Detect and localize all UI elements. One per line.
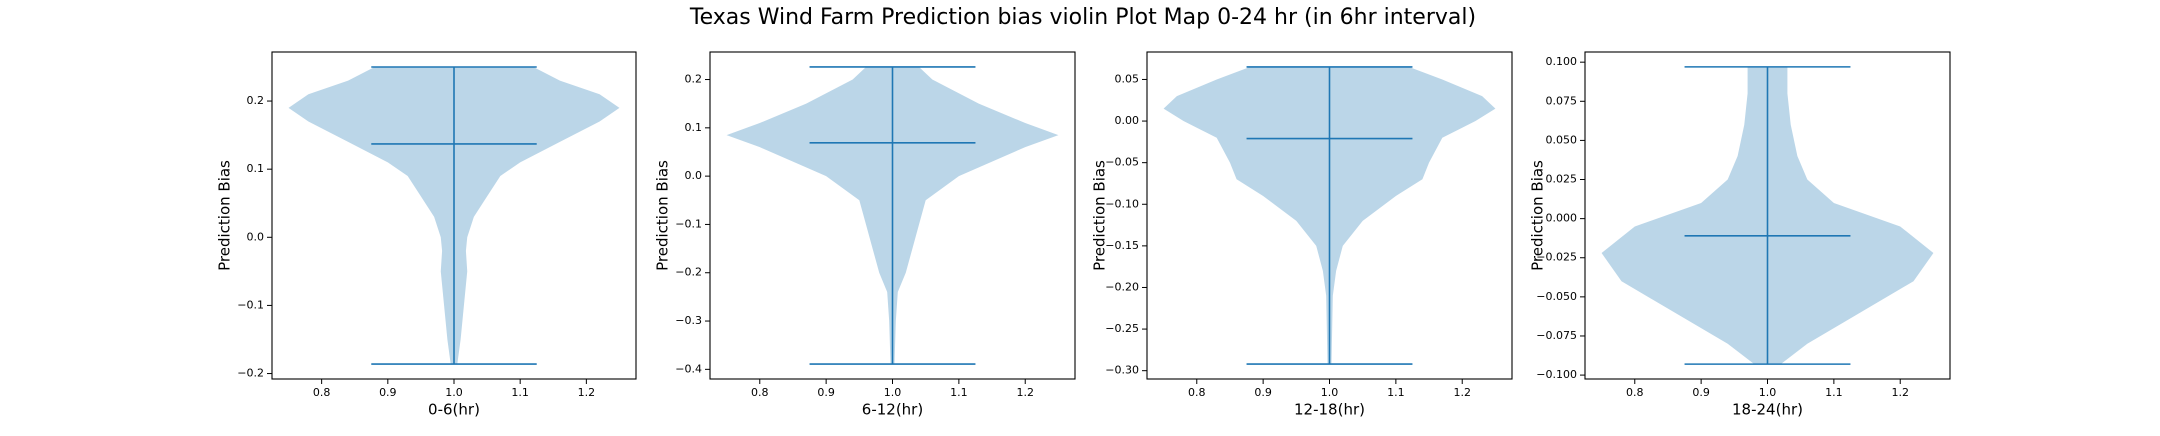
- x-axis-label: 6-12(hr): [862, 401, 923, 419]
- y-tick-label: −0.2: [237, 367, 264, 380]
- y-tick-label: −0.075: [1536, 329, 1577, 342]
- x-tick-label: 0.8: [313, 386, 331, 399]
- y-axis-label: Prediction Bias: [1529, 160, 1547, 271]
- y-tick-label: 0.000: [1546, 212, 1578, 225]
- y-axis-label: Prediction Bias: [1091, 160, 1109, 271]
- figure-title: Texas Wind Farm Prediction bias violin P…: [689, 5, 1476, 30]
- y-axis-label: Prediction Bias: [654, 160, 672, 271]
- y-tick-label: −0.025: [1536, 251, 1577, 264]
- x-tick-label: 0.9: [1692, 386, 1710, 399]
- y-tick-label: −0.2: [675, 266, 702, 279]
- y-tick-label: −0.10: [1105, 197, 1139, 210]
- x-axis-label: 12-18(hr): [1294, 401, 1365, 419]
- y-tick-label: −0.100: [1536, 368, 1577, 381]
- x-tick-label: 1.0: [1321, 386, 1339, 399]
- y-tick-label: −0.050: [1536, 290, 1577, 303]
- x-tick-label: 1.1: [1825, 386, 1843, 399]
- y-tick-label: 0.00: [1115, 114, 1140, 127]
- y-tick-label: 0.050: [1546, 133, 1578, 146]
- y-tick-label: 0.0: [247, 230, 265, 243]
- y-tick-label: 0.075: [1546, 94, 1578, 107]
- x-tick-label: 0.8: [1626, 386, 1644, 399]
- y-tick-label: −0.1: [237, 298, 264, 311]
- y-tick-label: −0.05: [1105, 156, 1139, 169]
- y-tick-label: 0.025: [1546, 173, 1578, 186]
- y-tick-label: 0.2: [247, 94, 265, 107]
- x-tick-label: 0.9: [817, 386, 835, 399]
- violin-body: [1329, 66, 1496, 365]
- y-tick-label: −0.1: [675, 217, 702, 230]
- x-tick-label: 1.1: [1387, 386, 1405, 399]
- x-axis-label: 0-6(hr): [428, 401, 480, 419]
- x-tick-label: 0.8: [1188, 386, 1206, 399]
- x-tick-label: 1.2: [1016, 386, 1034, 399]
- y-tick-label: −0.20: [1105, 280, 1139, 293]
- x-tick-label: 1.0: [1759, 386, 1777, 399]
- x-tick-label: 1.2: [578, 386, 596, 399]
- x-tick-label: 1.2: [1453, 386, 1471, 399]
- y-tick-label: 0.2: [685, 73, 703, 86]
- violin-body: [1601, 66, 1768, 365]
- violin-body: [726, 66, 893, 365]
- y-tick-label: −0.3: [675, 314, 702, 327]
- violin-body: [892, 66, 1059, 365]
- x-tick-label: 1.2: [1891, 386, 1909, 399]
- y-axis-label: Prediction Bias: [216, 160, 234, 271]
- x-axis-label: 18-24(hr): [1732, 401, 1803, 419]
- x-tick-label: 1.1: [511, 386, 529, 399]
- subplot: 0.8 0.9 1.0 1.1 1.2 −0.100 −0.075 −0.050 −0.025 0…: [1529, 51, 1951, 419]
- violin-body: [288, 66, 454, 365]
- y-tick-label: 0.1: [247, 162, 265, 175]
- subplot: 0.8 0.9 1.0 1.1 1.2 −0.2 −0.1 0.0 0.1 0.2 0-6(hr) P…: [216, 51, 637, 419]
- x-tick-label: 0.8: [751, 386, 769, 399]
- y-tick-label: −0.30: [1105, 364, 1139, 377]
- y-tick-label: −0.25: [1105, 322, 1139, 335]
- violin-body: [1767, 66, 1934, 365]
- y-tick-label: −0.15: [1105, 239, 1139, 252]
- x-tick-label: 0.9: [1254, 386, 1272, 399]
- subplot: 0.8 0.9 1.0 1.1 1.2 −0.4 −0.3 −0.2 −0.1 0.0 0.1 0.2…: [654, 51, 1076, 419]
- x-tick-label: 1.0: [884, 386, 902, 399]
- violin-body: [1163, 66, 1330, 365]
- x-tick-label: 1.0: [445, 386, 463, 399]
- subplot: 0.8 0.9 1.0 1.1 1.2 −0.30 −0.25 −0.20 −0.15 −0.10…: [1091, 51, 1513, 419]
- x-tick-label: 1.1: [950, 386, 968, 399]
- y-tick-label: 0.0: [685, 169, 703, 182]
- violin-body: [454, 66, 620, 365]
- x-tick-label: 0.9: [379, 386, 397, 399]
- y-tick-label: 0.1: [685, 121, 703, 134]
- y-tick-label: 0.05: [1115, 72, 1140, 85]
- y-tick-label: 0.100: [1546, 55, 1578, 68]
- y-tick-label: −0.4: [675, 362, 702, 375]
